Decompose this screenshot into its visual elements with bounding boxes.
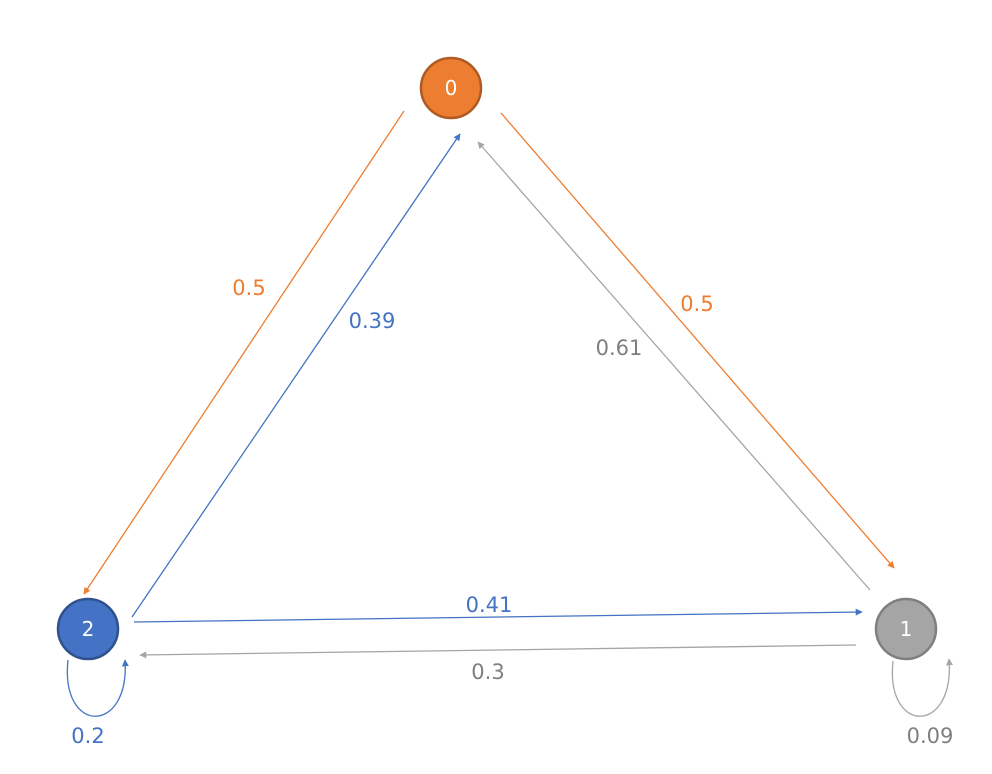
node-2-label: 2 (82, 617, 95, 641)
node-2-circle (56, 597, 120, 661)
edge-1-to-0 (477, 141, 871, 591)
node-1-label: 1 (900, 617, 913, 641)
node-0: 0 (419, 56, 483, 120)
node-1-circle (874, 597, 938, 661)
node-1: 1 (874, 597, 938, 661)
node-2: 2 (56, 597, 120, 661)
edge-2-to-0 (131, 133, 461, 618)
edge-label-2-to-0: 0.39 (349, 309, 396, 333)
node-0-circle (419, 56, 483, 120)
edge-label-1-self-loop: 0.09 (907, 724, 954, 748)
edge-label-1-to-0: 0.61 (596, 336, 643, 360)
edge-label-1-to-2: 0.3 (471, 660, 504, 684)
edge-label-2-to-1: 0.41 (466, 593, 513, 617)
node-0-label: 0 (445, 76, 458, 100)
edge-1-self-loop (891, 658, 953, 717)
edge-0-to-1 (500, 112, 895, 569)
edge-label-0-to-1: 0.5 (680, 292, 713, 316)
edge-1-to-2 (139, 644, 857, 659)
edge-0-to-2 (83, 110, 405, 595)
edge-labels: 0.5 0.5 0.39 0.41 0.2 0.61 0.3 0.09 (71, 276, 953, 748)
edge-2-self-loop (66, 659, 129, 717)
edge-label-0-to-2: 0.5 (232, 276, 265, 300)
edges (66, 110, 953, 717)
edge-label-2-self-loop: 0.2 (71, 724, 104, 748)
edge-2-to-1 (133, 608, 863, 623)
